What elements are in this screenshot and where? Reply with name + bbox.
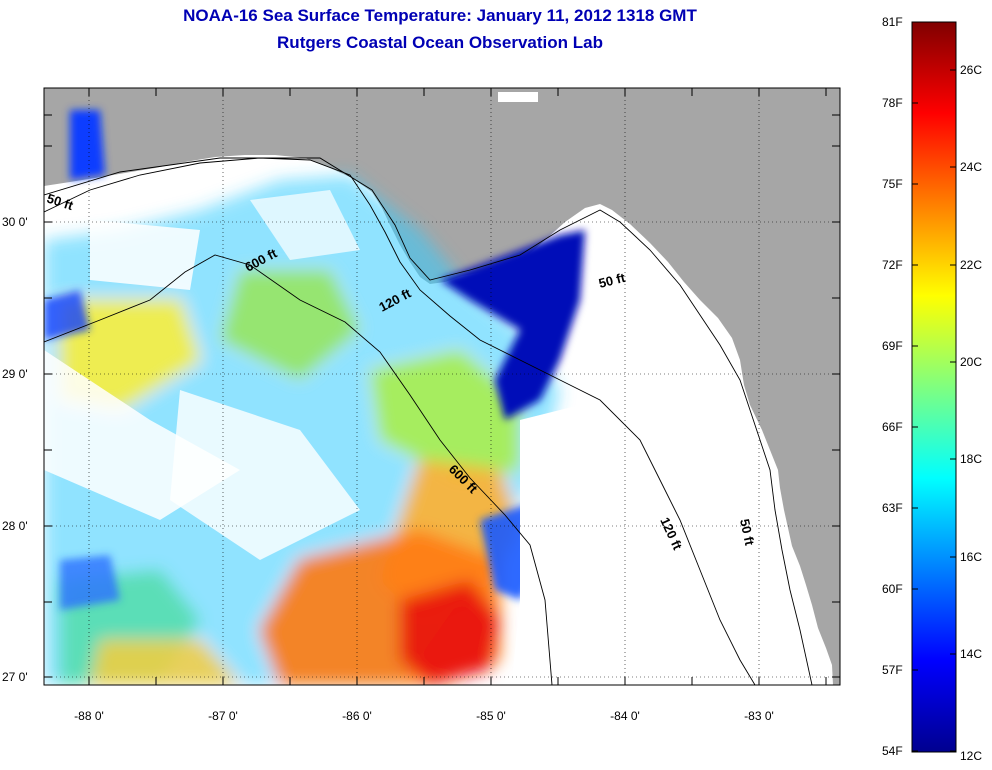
colorbar-f-label: 75F	[882, 177, 903, 191]
colorbar-f-label: 78F	[882, 96, 903, 110]
colorbar-c-label: 12C	[960, 749, 982, 763]
colorbar-f-label: 63F	[882, 501, 903, 515]
lon-tick-label: -84 0'	[610, 709, 640, 723]
lon-tick-label: -86 0'	[342, 709, 372, 723]
colorbar-c-label: 22C	[960, 258, 982, 272]
lat-tick-label: 29 0'	[2, 367, 28, 381]
lat-tick-label: 30 0'	[2, 215, 28, 229]
colorbar-f-label: 81F	[882, 15, 903, 29]
contour-600ft	[44, 254, 553, 685]
lon-tick-label: -83 0'	[744, 709, 774, 723]
sst-field	[44, 175, 560, 685]
colorbar-f-label: 60F	[882, 582, 903, 596]
colorbar-f-label: 66F	[882, 420, 903, 434]
colorbar-c-label: 20C	[960, 355, 982, 369]
contour-label: 50 ft	[737, 518, 757, 548]
colorbar-f-label: 54F	[882, 744, 903, 758]
colorbar	[911, 21, 957, 753]
lon-tick-label: -87 0'	[208, 709, 238, 723]
map-ticks	[44, 88, 840, 685]
contour-120ft	[44, 157, 756, 685]
land-area	[44, 88, 840, 685]
map-frame	[43, 87, 841, 686]
colorbar-c-label: 18C	[960, 452, 982, 466]
lon-tick-label: -88 0'	[74, 709, 104, 723]
colorbar-c-label: 16C	[960, 550, 982, 564]
lake-patch	[498, 92, 538, 102]
colorbar-c-label: 14C	[960, 647, 982, 661]
colorbar-f-label: 57F	[882, 663, 903, 677]
bathymetry-contours	[44, 157, 813, 685]
graticule	[44, 88, 840, 685]
lat-tick-label: 27 0'	[2, 670, 28, 684]
contour-50ft	[44, 157, 813, 685]
colorbar-c-label: 26C	[960, 63, 982, 77]
contour-label: 50 ft	[597, 270, 627, 291]
colorbar-f-label: 69F	[882, 339, 903, 353]
lat-tick-label: 28 0'	[2, 519, 28, 533]
colorbar-c-label: 24C	[960, 160, 982, 174]
lon-tick-label: -85 0'	[476, 709, 506, 723]
colorbar-ticks	[912, 21, 956, 752]
chart-subtitle: Rutgers Coastal Ocean Observation Lab	[277, 33, 603, 52]
chart-title: NOAA-16 Sea Surface Temperature: January…	[183, 6, 697, 25]
cloud-mask	[44, 190, 640, 685]
colorbar-f-label: 72F	[882, 258, 903, 272]
